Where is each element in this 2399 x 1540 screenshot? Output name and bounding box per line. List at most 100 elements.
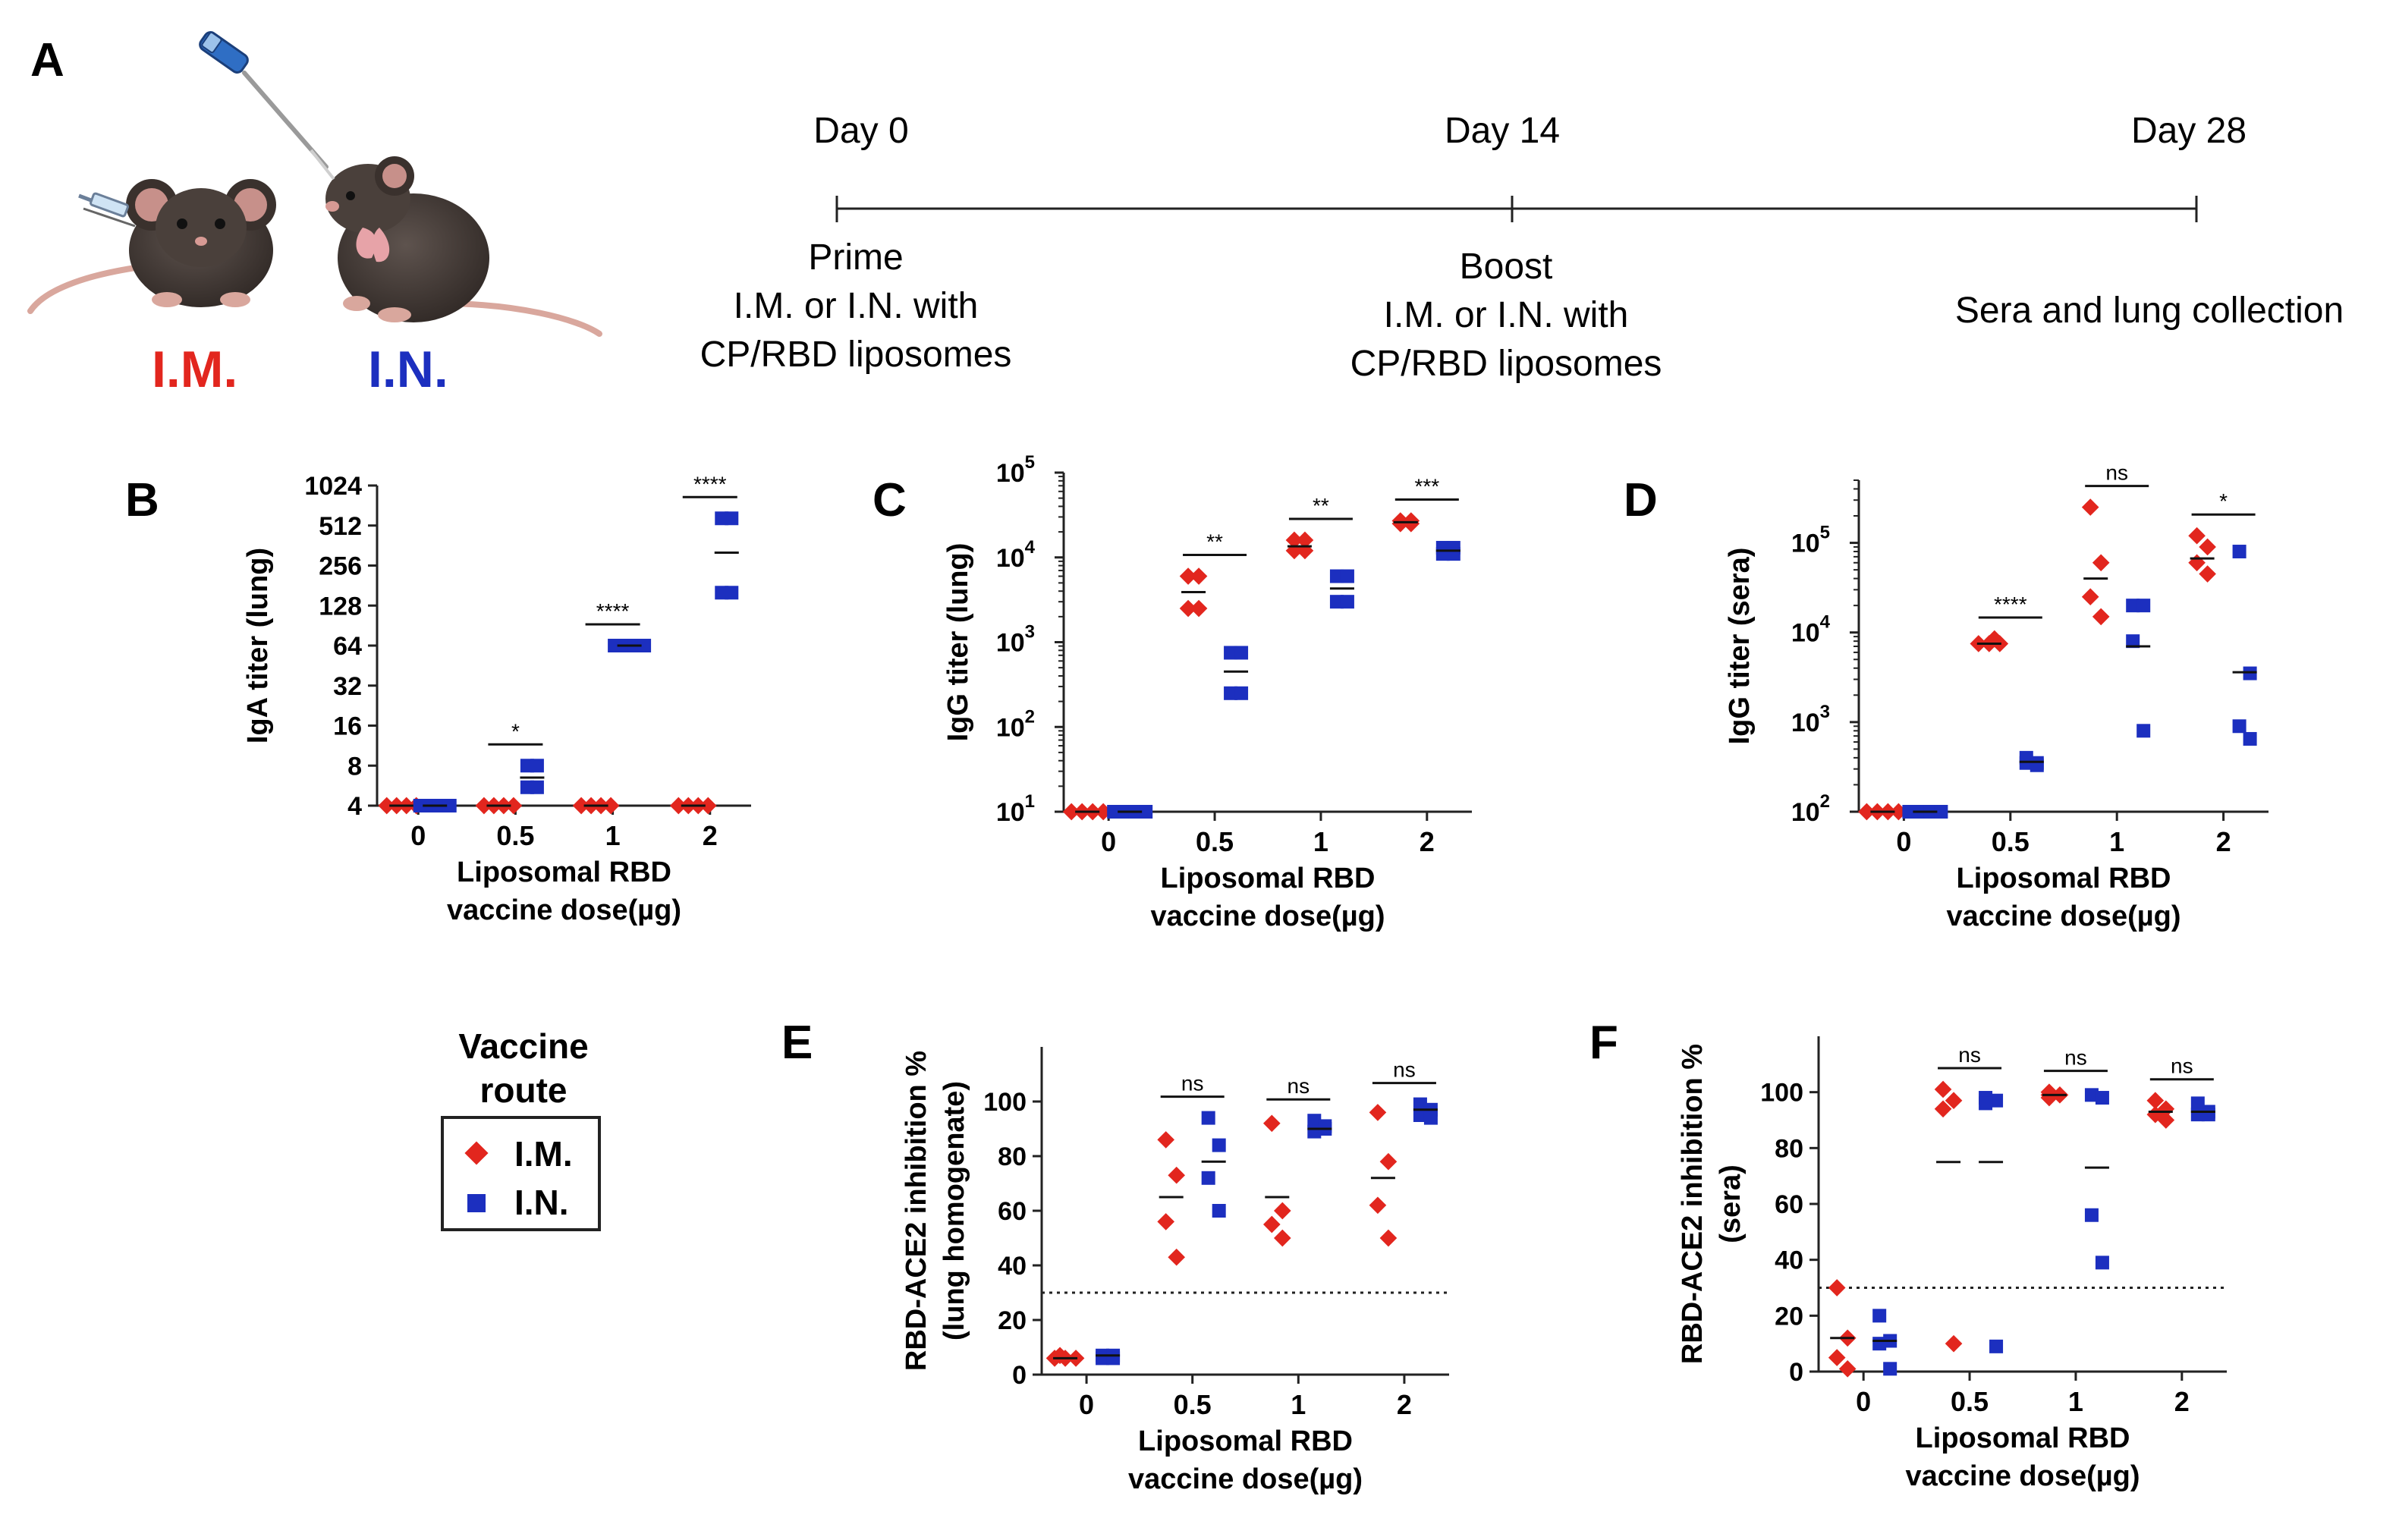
- data-point-in: [2126, 634, 2140, 649]
- x-tick-label: 0: [1101, 826, 1116, 857]
- data-point-im: [1369, 1196, 1387, 1215]
- x-tick-label: 2: [2174, 1386, 2190, 1417]
- x-tick-label: 1: [1291, 1389, 1306, 1420]
- x-axis-label: vaccine dose(µg): [1905, 1460, 2140, 1492]
- data-point-in: [725, 511, 739, 526]
- x-tick-label: 2: [2216, 826, 2231, 857]
- y-tick-label: 8: [347, 752, 362, 781]
- data-point-im: [2092, 608, 2110, 626]
- data-point-im: [1285, 531, 1303, 549]
- chart-panel-b: B 4 8 16 32 64 128 256 512 1024 0 0.5 1 2 Liposomal RB…: [125, 472, 751, 926]
- x-axis-label: vaccine dose(µg): [1128, 1463, 1363, 1495]
- y-tick-label: 40: [1775, 1246, 1803, 1275]
- y-tick-label: 100: [983, 1088, 1027, 1117]
- data-point-im: [1179, 567, 1197, 585]
- data-point-in: [1224, 646, 1238, 660]
- significance-label: ****: [596, 599, 630, 623]
- data-point-im: [1190, 599, 1208, 618]
- data-point-im: [699, 797, 717, 815]
- y-tick-label: 101: [996, 791, 1035, 827]
- data-point-in: [1224, 686, 1238, 700]
- data-point-im: [1858, 803, 1875, 821]
- data-point-in: [1446, 547, 1460, 561]
- data-point-in: [1329, 569, 1344, 583]
- y-tick-label: 4: [347, 792, 362, 821]
- data-point-in: [2243, 731, 2257, 746]
- data-point-im: [1838, 1360, 1857, 1378]
- panel-a: A: [27, 31, 2344, 398]
- x-tick-label: 0.5: [1992, 826, 2030, 857]
- significance-label: ****: [693, 472, 727, 495]
- legend-title-line: Vaccine: [458, 1026, 588, 1066]
- y-tick-label: 64: [333, 632, 362, 661]
- y-tick-label: 104: [1791, 612, 1831, 648]
- data-point-im: [2081, 588, 2099, 606]
- timeline-day-label: Day 14: [1445, 111, 1560, 151]
- data-point-in: [2201, 1108, 2215, 1122]
- significance-label: ns: [2105, 461, 2128, 485]
- data-point-in: [1979, 1096, 1993, 1111]
- panel-a-letter: A: [30, 34, 64, 86]
- legend-item-in: I.N.: [514, 1183, 569, 1222]
- significance-label: ns: [2171, 1054, 2193, 1078]
- y-axis-label: IgG titer (lung): [942, 543, 974, 742]
- x-tick-label: 0.5: [1951, 1386, 1989, 1417]
- data-point-in: [1413, 1097, 1427, 1111]
- timeline-day-label: Day 28: [2131, 111, 2247, 151]
- data-point-im: [1179, 599, 1197, 618]
- data-point-im: [1273, 1229, 1291, 1247]
- data-point-im: [1168, 1248, 1186, 1266]
- y-tick-label: 128: [319, 592, 362, 621]
- y-tick-label: 105: [1791, 523, 1830, 558]
- y-tick-label: 1024: [304, 472, 362, 501]
- data-point-in: [2190, 1096, 2205, 1111]
- data-point-in: [1989, 1093, 2004, 1108]
- data-point-in: [2095, 1091, 2109, 1105]
- significance-label: ns: [2064, 1046, 2087, 1070]
- y-tick-label: 102: [1791, 791, 1830, 827]
- data-point-im: [669, 797, 687, 815]
- x-tick-label: 1: [2068, 1386, 2083, 1417]
- y-tick-label: 105: [996, 452, 1035, 488]
- timeline-description-line: Sera and lung collection: [1955, 291, 2344, 331]
- significance-label: ns: [1393, 1058, 1416, 1082]
- data-point-in: [1106, 1351, 1121, 1366]
- timeline-description-line: Prime: [808, 237, 903, 278]
- syringe-icon: [78, 192, 136, 228]
- data-point-im: [378, 797, 396, 815]
- route-in-label: I.N.: [368, 341, 448, 398]
- data-point-in: [1234, 646, 1249, 660]
- timeline-description-line: CP/RBD liposomes: [1350, 344, 1662, 384]
- data-point-im: [1934, 1100, 1952, 1118]
- legend-marker-im: [464, 1141, 489, 1165]
- data-point-im: [1296, 531, 1314, 549]
- legend-title-line: route: [480, 1070, 568, 1110]
- panel-letter: D: [1624, 474, 1658, 526]
- chart-panel-f: F 0 20 40 60 80 100 0 0.5 1 2 Liposomal RBD vaccine …: [1589, 1017, 2227, 1492]
- data-point-im: [1945, 1092, 1963, 1110]
- y-axis-label: RBD-ACE2 inhibition %: [901, 1051, 932, 1371]
- y-tick-label: 256: [319, 552, 362, 581]
- timeline-description-line: Boost: [1460, 247, 1553, 287]
- data-point-im: [2157, 1111, 2175, 1129]
- y-tick-label: 60: [998, 1197, 1027, 1226]
- data-point-in: [1212, 1138, 1226, 1152]
- data-point-im: [1296, 542, 1314, 560]
- data-point-im: [1369, 1104, 1387, 1121]
- y-tick-label: 0: [1012, 1361, 1027, 1390]
- data-point-im: [1379, 1152, 1398, 1171]
- x-tick-label: 1: [1313, 826, 1328, 857]
- data-point-in: [2095, 1256, 2109, 1270]
- significance-label: ns: [1181, 1072, 1204, 1095]
- y-tick-label: 80: [1775, 1134, 1803, 1163]
- x-tick-label: 0.5: [1174, 1389, 1212, 1420]
- data-point-im: [602, 797, 620, 815]
- data-point-im: [2146, 1092, 2165, 1110]
- data-point-in: [1212, 1204, 1226, 1218]
- data-point-im: [1391, 514, 1410, 533]
- data-point-in: [1934, 805, 1948, 819]
- mouse-icon: [27, 179, 276, 314]
- data-point-im: [1379, 1229, 1398, 1247]
- y-tick-label: 102: [996, 706, 1035, 742]
